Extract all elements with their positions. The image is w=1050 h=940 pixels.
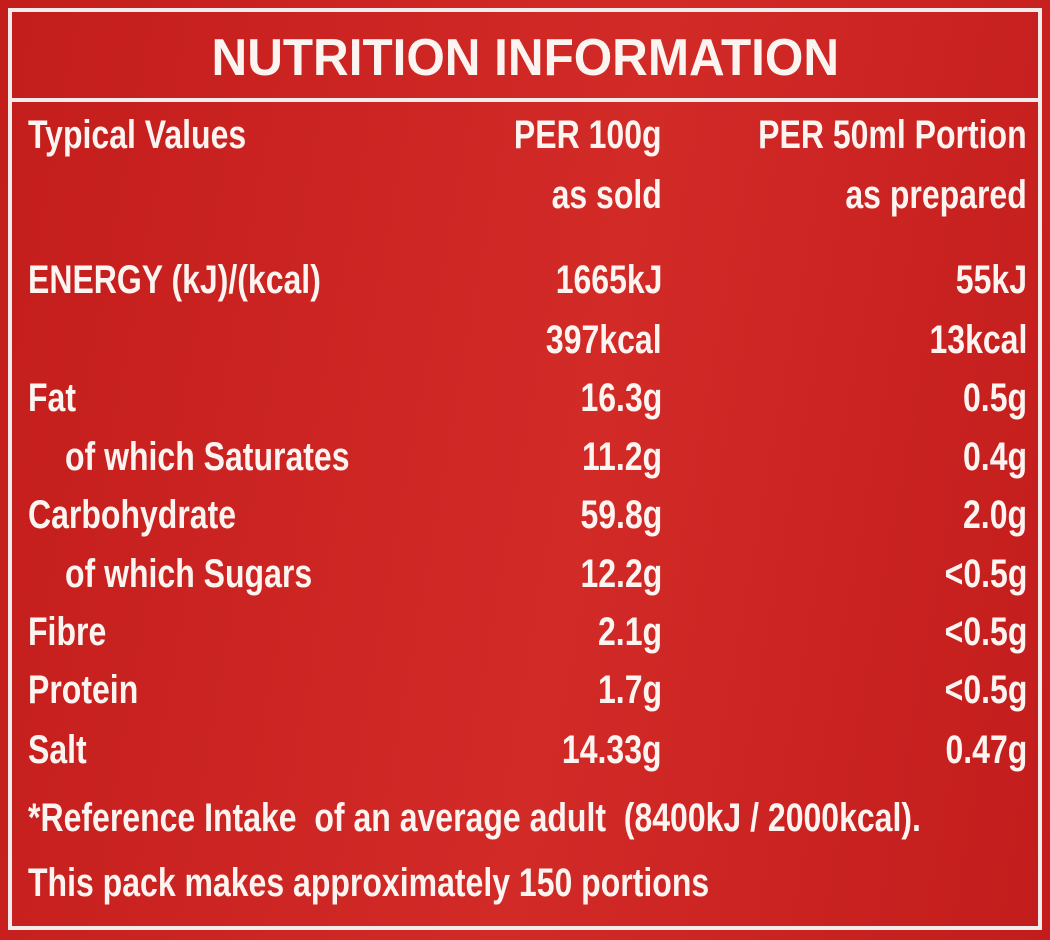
value: <0.5g xyxy=(924,549,1027,599)
value: 13kcal xyxy=(905,315,1027,365)
value: 0.47g xyxy=(925,725,1027,775)
text: ENERGY (kJ)/(kcal) xyxy=(28,258,321,302)
value: <0.5g xyxy=(924,665,1027,715)
row-label: ENERGY (kJ)/(kcal) xyxy=(28,255,394,305)
text: 2.1g xyxy=(597,610,662,654)
value: 16.3g xyxy=(560,373,662,423)
value: 0.5g xyxy=(947,373,1027,423)
text: PER 100g xyxy=(514,113,662,157)
header-col1: PER 100g xyxy=(477,110,662,160)
value: 14.33g xyxy=(537,725,662,775)
footnote: This pack makes approximately 150 portio… xyxy=(28,858,879,908)
row-label: of which Sugars xyxy=(65,549,374,599)
text: <0.5g xyxy=(944,668,1027,712)
value: 1665kJ xyxy=(529,255,662,305)
text: 0.47g xyxy=(945,728,1027,772)
header-col2: as prepared xyxy=(800,170,1027,220)
text: Carbohydrate xyxy=(28,493,237,537)
text: Typical Values xyxy=(28,113,247,157)
value: 12.2g xyxy=(560,549,662,599)
header-label: Typical Values xyxy=(28,110,301,160)
text: as sold xyxy=(551,173,662,217)
row-label: Fat xyxy=(28,373,88,423)
text: of which Saturates xyxy=(65,435,350,479)
text: 13kcal xyxy=(929,318,1027,362)
row-label: Carbohydrate xyxy=(28,490,288,540)
value: 55kJ xyxy=(938,255,1027,305)
text: 16.3g xyxy=(580,376,662,420)
row-label: Salt xyxy=(28,725,101,775)
text: 12.2g xyxy=(580,552,662,596)
value: 0.4g xyxy=(947,432,1027,482)
text: This pack makes approximately 150 portio… xyxy=(28,861,710,905)
text: <0.5g xyxy=(944,610,1027,654)
footnote: *Reference Intake of an average adult (8… xyxy=(28,793,1050,843)
text: 11.2g xyxy=(581,435,662,479)
text: 59.8g xyxy=(580,493,662,537)
title-text: NUTRITION INFORMATION xyxy=(211,29,839,87)
text: 55kJ xyxy=(955,258,1027,302)
text: 0.4g xyxy=(962,435,1027,479)
text: 1.7g xyxy=(597,668,662,712)
row-label: of which Saturates xyxy=(65,432,421,482)
text: 14.33g xyxy=(562,728,662,772)
text: 397kcal xyxy=(546,318,662,362)
row-label: Fibre xyxy=(28,607,126,657)
text: Fat xyxy=(28,376,76,420)
header-col2: PER 50ml Portion xyxy=(691,110,1028,160)
frame xyxy=(8,8,1042,930)
value: <0.5g xyxy=(924,607,1027,657)
text: Protein xyxy=(28,668,139,712)
text: of which Sugars xyxy=(65,552,313,596)
text: 2.0g xyxy=(962,493,1027,537)
value: 59.8g xyxy=(560,490,662,540)
value: 2.1g xyxy=(582,607,662,657)
title: NUTRITION INFORMATION xyxy=(0,28,1050,88)
text: PER 50ml Portion xyxy=(758,113,1028,157)
row-label: Protein xyxy=(28,665,166,715)
header-col1: as sold xyxy=(524,170,662,220)
text: Fibre xyxy=(28,610,107,654)
text: Salt xyxy=(28,728,87,772)
text: *Reference Intake of an average adult (8… xyxy=(28,796,921,840)
value: 397kcal xyxy=(517,315,662,365)
title-rule xyxy=(8,98,1042,102)
text: <0.5g xyxy=(944,552,1027,596)
value: 1.7g xyxy=(582,665,662,715)
text: 0.5g xyxy=(962,376,1027,420)
text: 1665kJ xyxy=(555,258,662,302)
text: as prepared xyxy=(845,173,1027,217)
value: 2.0g xyxy=(947,490,1027,540)
value: 11.2g xyxy=(562,432,662,482)
